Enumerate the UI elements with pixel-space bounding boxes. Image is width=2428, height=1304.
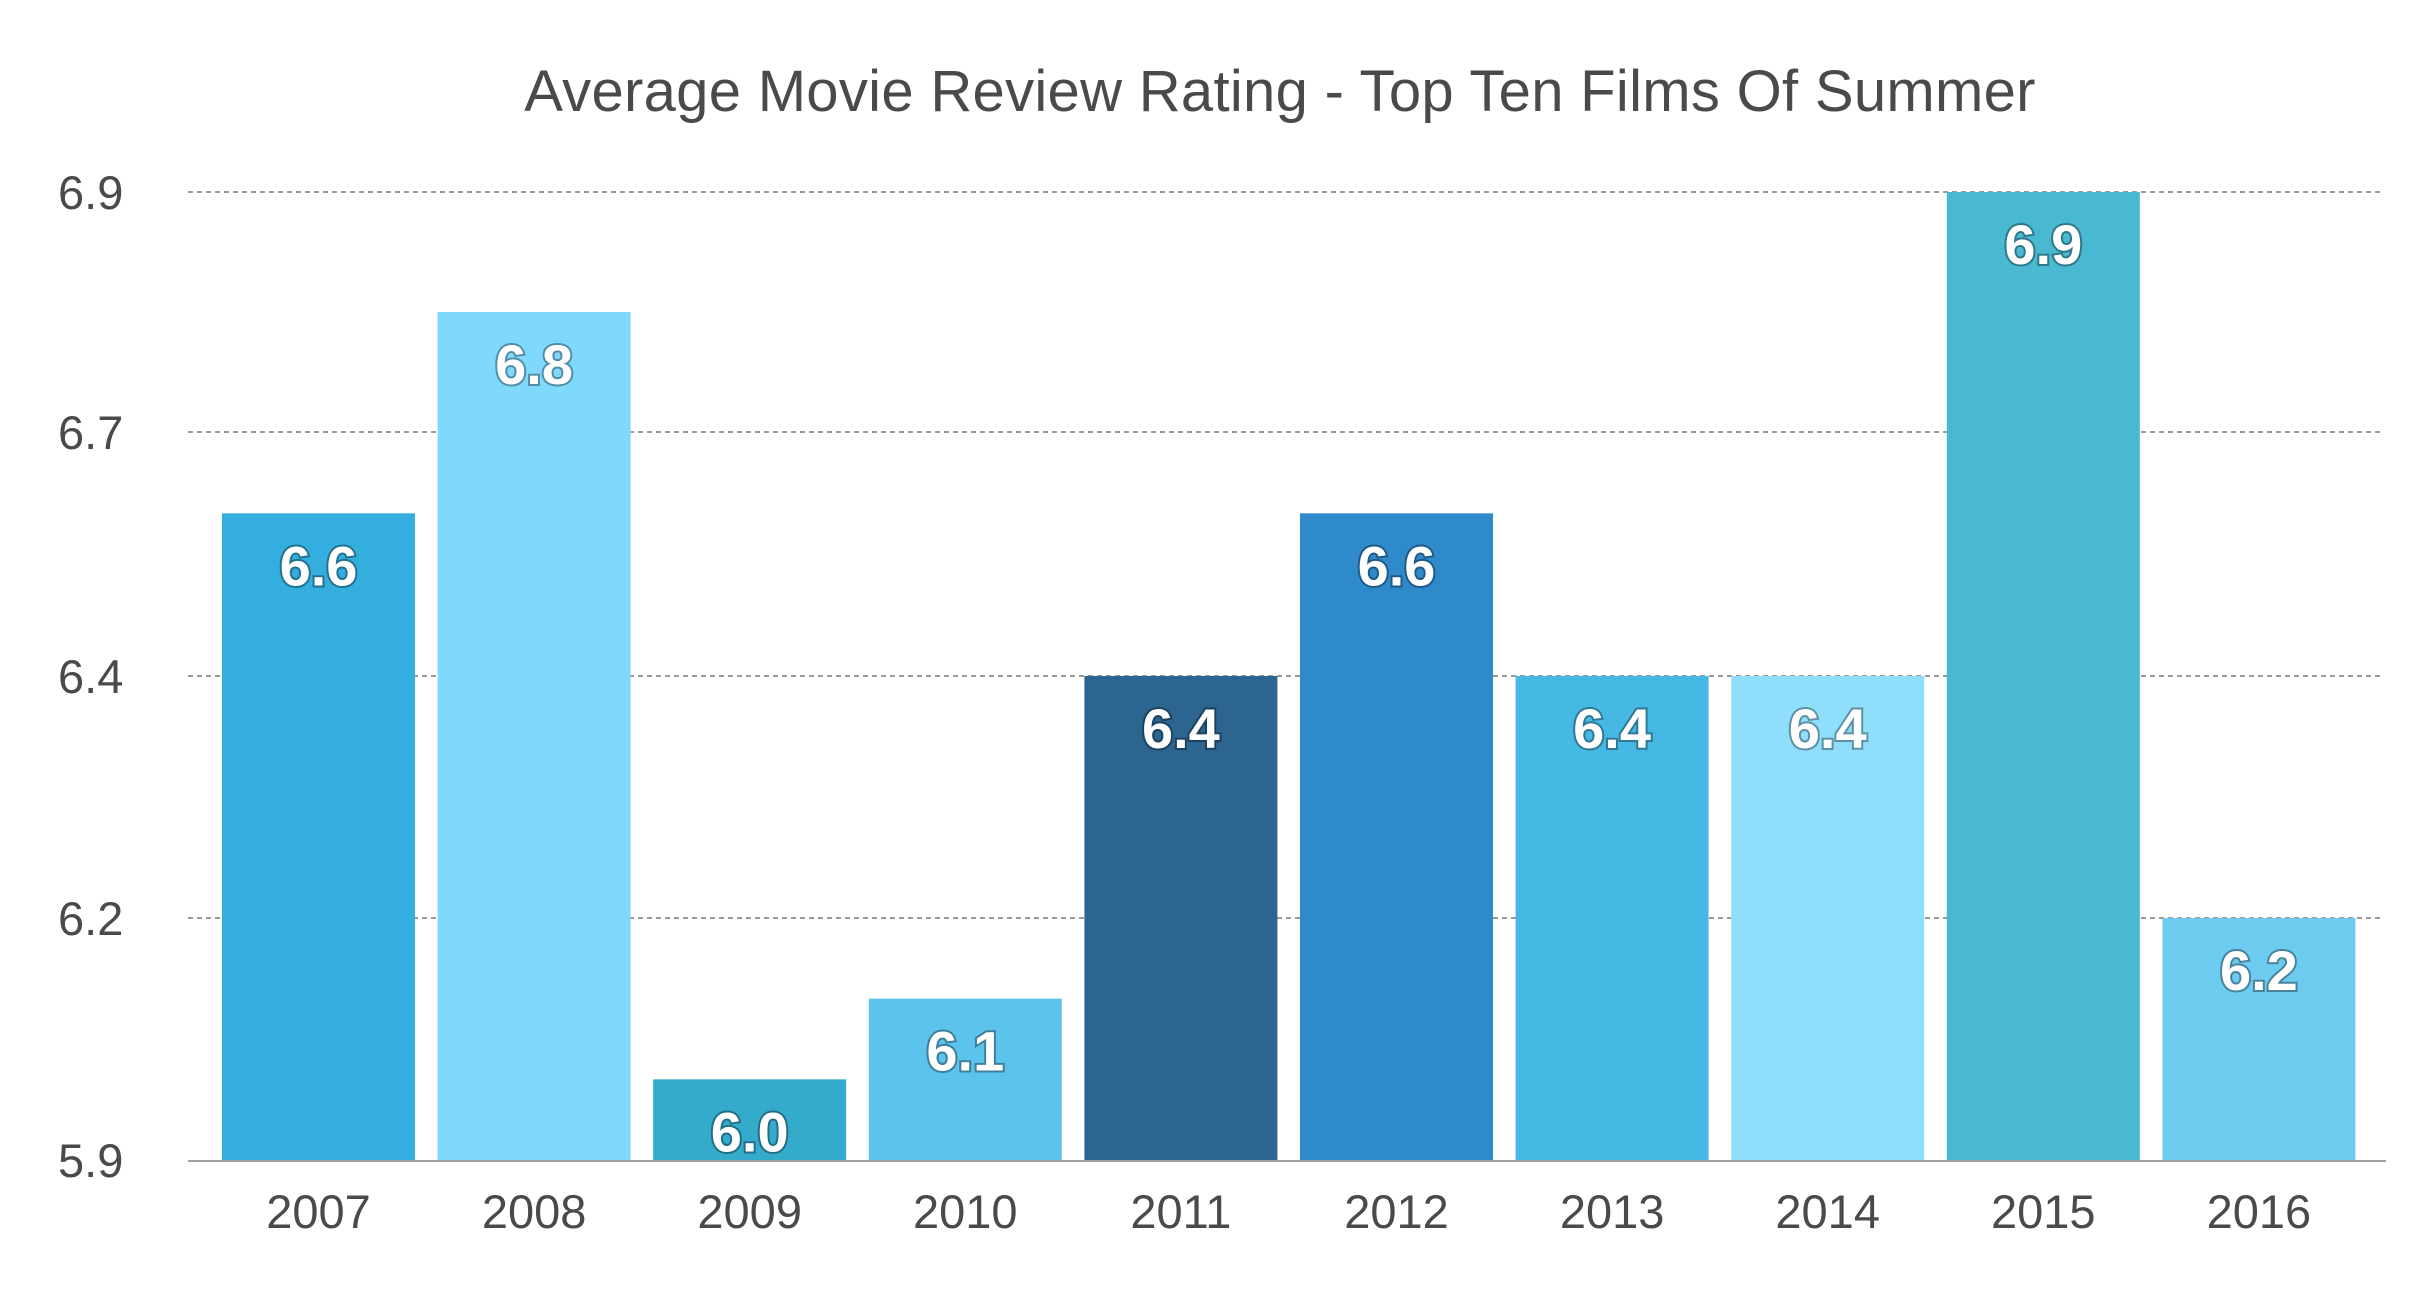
x-tick-label: 2010	[913, 1185, 1018, 1238]
x-tick-label: 2007	[266, 1185, 371, 1238]
data-label-2014: 6.4	[1789, 697, 1867, 760]
data-label-2007: 6.6	[280, 534, 358, 597]
bar-2008	[437, 312, 631, 1160]
y-tick-label: 6.2	[58, 892, 123, 945]
x-tick-label: 2016	[2207, 1185, 2312, 1238]
data-label-2013: 6.4	[1573, 697, 1651, 760]
bar-2007	[222, 513, 415, 1160]
bar-2012	[1300, 513, 1493, 1160]
chart-title: Average Movie Review Rating - Top Ten Fi…	[524, 59, 2036, 124]
bar-2010	[868, 998, 1062, 1160]
x-tick-label: 2009	[697, 1185, 802, 1238]
bar-2016	[2162, 918, 2356, 1160]
x-tick-label: 2013	[1560, 1185, 1665, 1238]
y-tick-label: 6.7	[58, 406, 123, 459]
data-label-2011: 6.4	[1142, 697, 1220, 760]
y-tick-label: 5.9	[58, 1134, 123, 1187]
bars	[222, 192, 2356, 1160]
x-tick-label: 2014	[1775, 1185, 1880, 1238]
data-label-2016: 6.2	[2220, 939, 2298, 1002]
bar-2009	[653, 1079, 847, 1160]
bar-2015	[1946, 192, 2140, 1160]
x-tick-label: 2011	[1130, 1185, 1231, 1238]
x-tick-label: 2015	[1991, 1185, 2096, 1238]
bar-2013	[1515, 676, 1709, 1160]
y-tick-label: 6.9	[58, 166, 123, 219]
x-tick-label: 2008	[482, 1185, 587, 1238]
bar-2011	[1084, 676, 1278, 1160]
labels: 5.9 6.2 6.4 6.7 6.9 6.6 2007 6.8 2008 6.0 2009 6.1 2…	[58, 166, 2311, 1238]
data-label-2015: 6.9	[2004, 213, 2082, 276]
bar-2014	[1731, 676, 1925, 1160]
data-label-2009: 6.0	[711, 1100, 789, 1163]
x-tick-label: 2012	[1344, 1185, 1449, 1238]
data-label-2008: 6.8	[495, 333, 573, 396]
y-tick-label: 6.4	[58, 650, 123, 703]
data-label-2012: 6.6	[1358, 534, 1436, 597]
data-label-2010: 6.1	[926, 1020, 1004, 1083]
